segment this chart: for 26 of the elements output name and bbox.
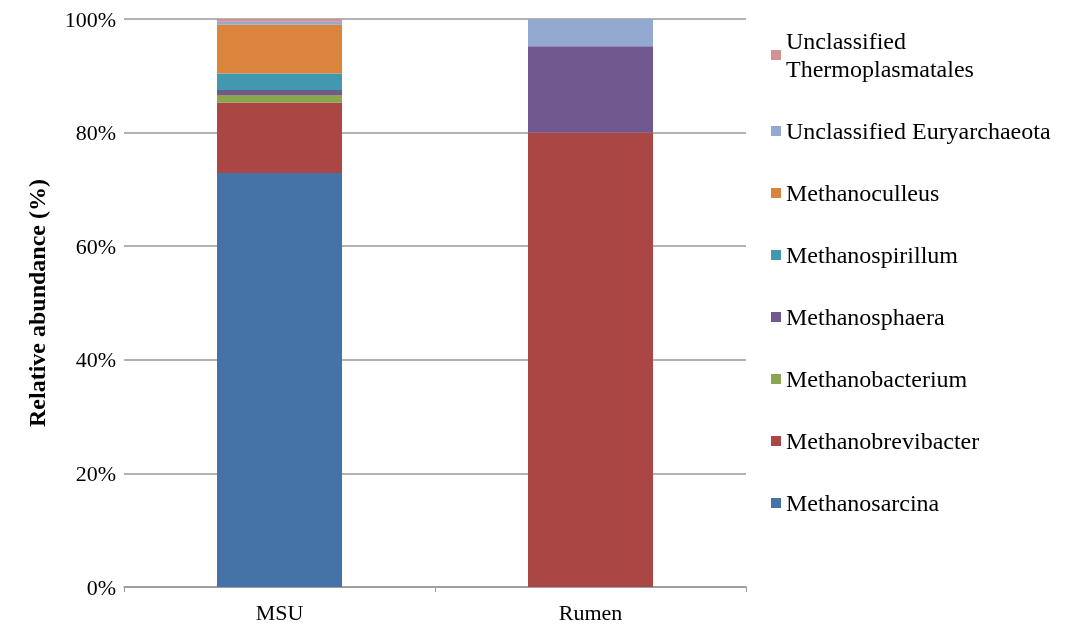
legend-label: Methanobacterium — [786, 366, 968, 392]
x-tick-label: Rumen — [558, 599, 623, 625]
y-tick-label: 20% — [75, 460, 116, 486]
bar — [217, 90, 342, 96]
legend-label: Unclassified Euryarchaeota — [786, 118, 1051, 144]
y-tick-label: 80% — [75, 120, 116, 146]
bar — [528, 19, 653, 47]
y-tick-label: 60% — [75, 233, 116, 259]
bar — [217, 95, 342, 103]
bar — [528, 46, 653, 133]
bar — [217, 24, 342, 74]
bar — [217, 73, 342, 90]
bar — [217, 172, 342, 587]
bar — [217, 102, 342, 173]
legend-label: Methanosarcina — [786, 490, 940, 516]
legend-label: Methanoculleus — [786, 180, 940, 206]
y-tick-label: 100% — [64, 6, 116, 32]
legend-label: Methanospirillum — [786, 242, 959, 268]
legend-label: Unclassified Thermoplasmatales — [786, 28, 974, 82]
y-tick-label: 40% — [75, 347, 116, 373]
x-tick-label: MSU — [255, 599, 304, 625]
legend-label: Methanobrevibacter — [786, 428, 980, 454]
y-tick-label: 0% — [86, 574, 116, 600]
y-axis-title: Relative abundance (%) — [24, 179, 50, 427]
legend-label: Methanosphaera — [786, 304, 945, 330]
bar — [528, 132, 653, 587]
